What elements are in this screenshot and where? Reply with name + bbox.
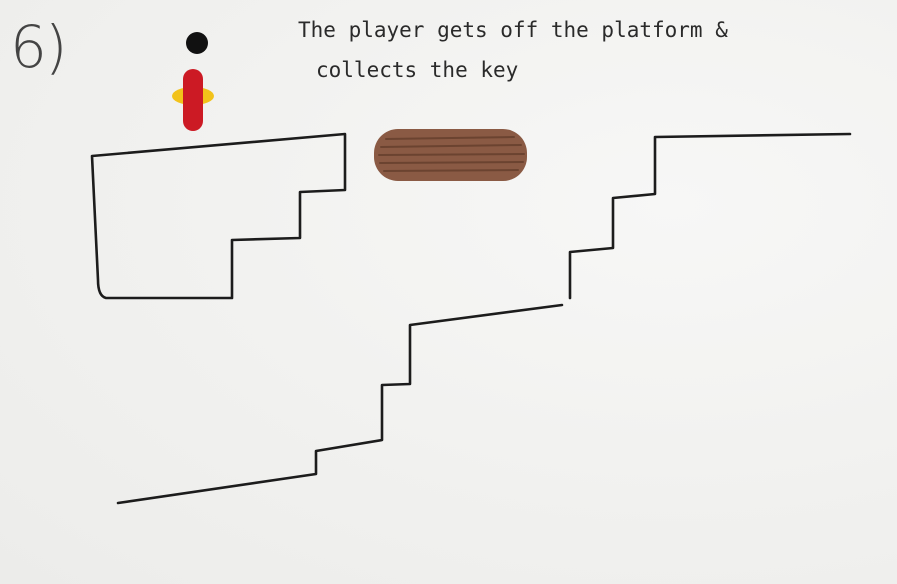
caption-line-2: collects the key xyxy=(316,58,519,82)
right-staircase-terrain xyxy=(568,132,852,300)
caption-line-1: The player gets off the platform & xyxy=(298,18,728,42)
moving-platform xyxy=(374,129,527,181)
player-body xyxy=(183,69,203,131)
step-number: 6) xyxy=(10,13,68,81)
left-ledge-terrain xyxy=(90,132,347,300)
player-sprite xyxy=(172,32,214,131)
player-head xyxy=(186,32,208,54)
scene-caption: The player gets off the platform & colle… xyxy=(298,10,858,90)
lower-staircase-terrain xyxy=(116,303,564,505)
